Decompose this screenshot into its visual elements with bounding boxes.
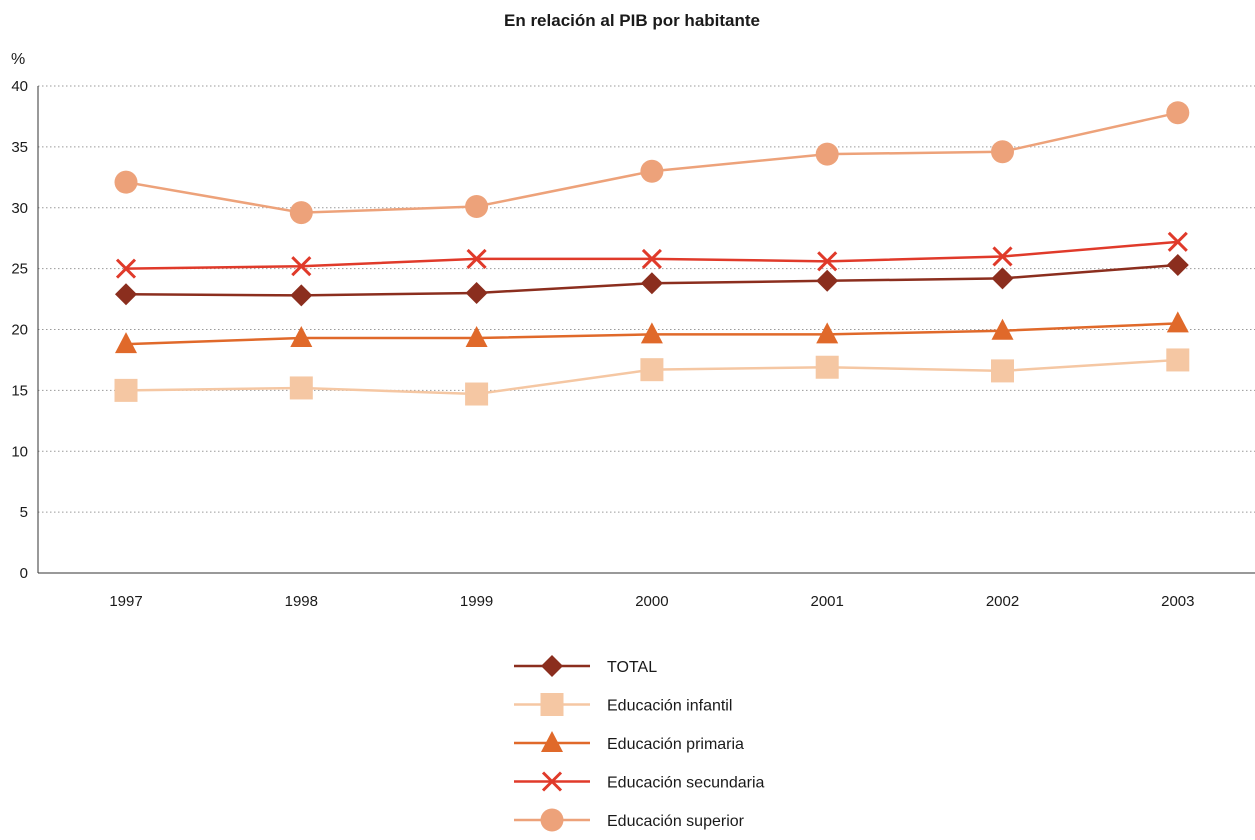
- data-point: [465, 195, 489, 219]
- y-axis-tick-labels: 0 5 10 15 20 25 30 35 40: [11, 78, 28, 582]
- legend-marker: [541, 731, 563, 752]
- data-point: [114, 170, 138, 194]
- series-1: [114, 348, 1190, 406]
- y-tick-label: 35: [11, 139, 28, 156]
- legend-marker: [541, 655, 563, 677]
- data-point: [640, 272, 663, 295]
- data-point: [289, 376, 313, 400]
- legend-marker: [540, 693, 564, 716]
- y-tick-label: 20: [11, 322, 28, 339]
- data-point: [1166, 253, 1189, 276]
- y-tick-label: 15: [11, 382, 28, 399]
- x-tick-label: 1998: [285, 593, 318, 610]
- data-point: [817, 251, 838, 272]
- data-point: [465, 382, 489, 406]
- data-point: [991, 140, 1014, 164]
- y-tick-label: 25: [11, 261, 28, 278]
- series-2: [115, 311, 1189, 354]
- data-point: [291, 256, 312, 277]
- x-axis-tick-labels: 1997 1998 1999 2000 2001 2002 2003: [109, 593, 1194, 610]
- x-tick-label: 2002: [986, 593, 1019, 610]
- data-point: [114, 378, 138, 402]
- legend-item: Educación superior: [514, 808, 745, 832]
- legend-item: Educación primaria: [514, 731, 744, 753]
- data-point: [640, 159, 664, 183]
- data-point: [815, 355, 839, 379]
- data-point: [290, 326, 313, 348]
- y-tick-label: 10: [11, 443, 28, 460]
- data-point: [641, 248, 662, 269]
- data-point: [115, 258, 137, 279]
- chart-title: En relación al PIB por habitante: [504, 11, 760, 30]
- series-lines: [114, 101, 1190, 406]
- data-point: [1166, 101, 1190, 125]
- y-tick-label: 0: [20, 565, 28, 582]
- x-tick-label: 2000: [635, 593, 668, 610]
- data-point: [815, 142, 839, 166]
- y-tick-label: 30: [11, 200, 28, 217]
- gridlines: [38, 85, 1255, 513]
- data-point: [1166, 311, 1189, 333]
- legend-label: Educación primaria: [607, 736, 744, 753]
- data-point: [1166, 348, 1190, 372]
- data-point: [640, 358, 664, 382]
- series-line: [125, 240, 1178, 270]
- x-tick-label: 2003: [1161, 593, 1194, 610]
- data-point: [991, 359, 1014, 383]
- x-tick-label: 2001: [811, 593, 844, 610]
- data-point: [465, 326, 488, 348]
- data-point: [816, 269, 839, 292]
- legend-item: TOTAL: [514, 655, 657, 677]
- legend-label: Educación superior: [607, 813, 745, 830]
- series-4: [114, 101, 1190, 225]
- legend-item: Educación infantil: [514, 693, 732, 716]
- legend-marker: [540, 808, 564, 832]
- legend: TOTAL Educación infantil Educación primari…: [514, 655, 765, 832]
- legend-item: Educación secundaria: [514, 771, 765, 792]
- data-point: [640, 322, 663, 344]
- axes: [37, 86, 1255, 574]
- data-point: [991, 267, 1014, 290]
- legend-label: TOTAL: [607, 659, 657, 676]
- data-point: [816, 322, 839, 344]
- data-point: [1167, 231, 1188, 252]
- series-3: [115, 231, 1188, 279]
- data-point: [992, 246, 1013, 267]
- x-tick-label: 1997: [109, 593, 142, 610]
- y-tick-label: 40: [11, 78, 28, 95]
- y-tick-label: 5: [20, 504, 28, 521]
- data-point: [115, 283, 137, 306]
- data-point: [115, 332, 137, 354]
- data-point: [991, 318, 1014, 340]
- legend-marker: [541, 771, 563, 792]
- data-point: [289, 201, 313, 225]
- series-0: [115, 253, 1189, 307]
- data-point: [466, 248, 487, 269]
- x-tick-label: 1999: [460, 593, 493, 610]
- legend-label: Educación infantil: [607, 698, 732, 715]
- y-axis-unit-label: %: [11, 51, 25, 68]
- legend-label: Educación secundaria: [607, 775, 765, 792]
- data-point: [290, 284, 313, 307]
- data-point: [465, 281, 488, 304]
